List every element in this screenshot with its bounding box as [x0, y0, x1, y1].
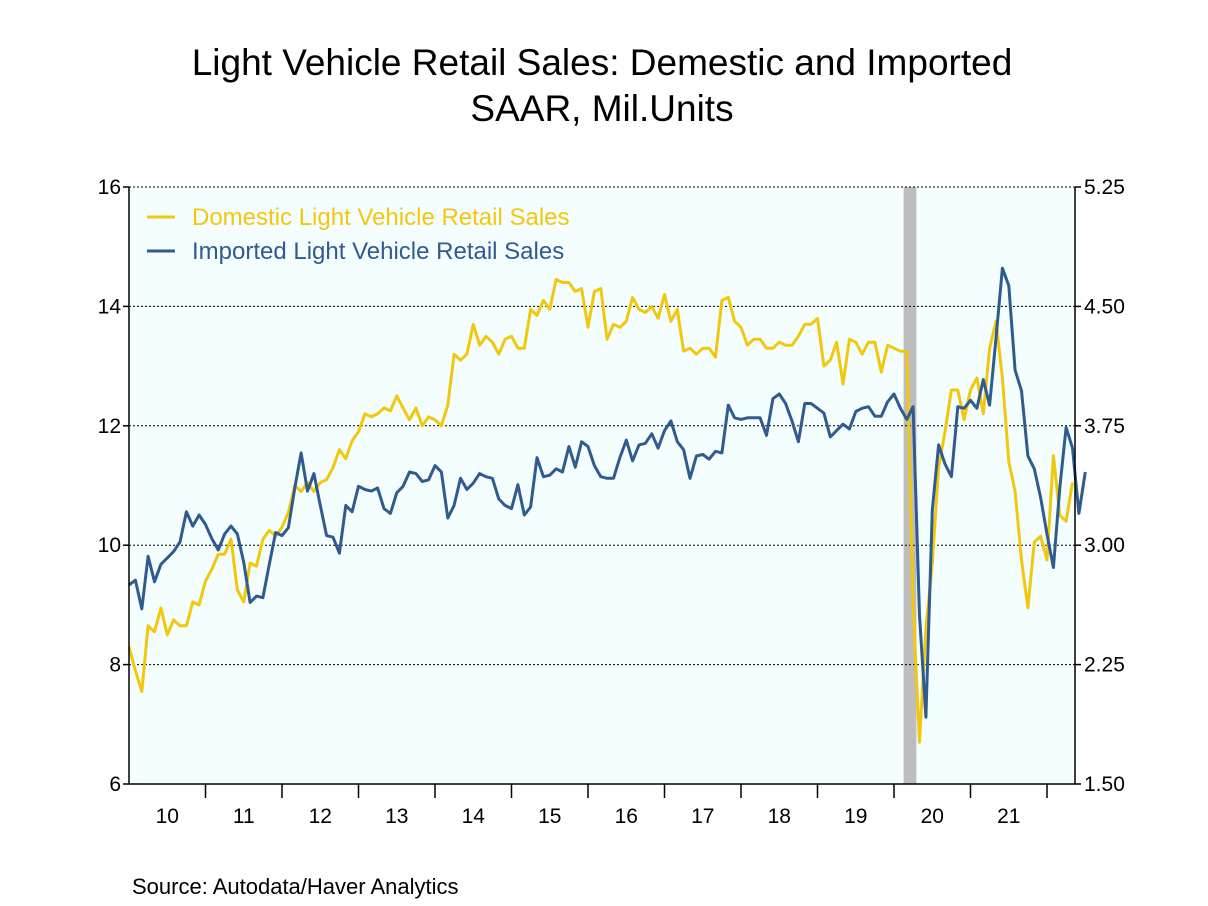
x-axis-tick-label: 17 [691, 805, 714, 828]
axes: 6 8 10 12 14 16 1.50 2.25 3.00 3.75 4.50 5.25 10 11 12… [98, 176, 1125, 828]
x-axis-tick-label: 11 [233, 805, 255, 828]
right-axis-tick-label: 3.75 [1084, 415, 1125, 438]
legend-label: Domestic Light Vehicle Retail Sales [192, 204, 570, 231]
x-axis-tick-label: 12 [309, 805, 332, 828]
x-axis-tick-label: 10 [156, 805, 179, 828]
series-lines [127, 266, 1087, 744]
right-axis-tick-label: 5.25 [1084, 176, 1125, 199]
domestic-sales-line [127, 278, 1074, 744]
right-axis-tick-label: 2.25 [1084, 654, 1125, 677]
source-note: Source: Autodata/Haver Analytics [132, 874, 459, 899]
x-axis-tick-label: 13 [385, 805, 408, 828]
legend-label: Imported Light Vehicle Retail Sales [192, 238, 564, 265]
x-axis-tick-label: 20 [921, 805, 944, 828]
right-axis-tick-label: 4.50 [1084, 295, 1125, 318]
x-axis-tick-label: 19 [844, 805, 867, 828]
chart-title: Light Vehicle Retail Sales: Demestic and… [192, 42, 1013, 83]
x-axis-tick-label: 18 [768, 805, 791, 828]
left-axis-tick-label: 6 [109, 773, 121, 796]
imported-sales-line [128, 266, 1087, 719]
legend: Domestic Light Vehicle Retail Sales Impor… [147, 204, 570, 265]
chart-subtitle: SAAR, Mil.Units [470, 88, 733, 129]
left-axis-tick-label: 16 [98, 176, 121, 199]
x-axis-tick-label: 15 [538, 805, 561, 828]
left-axis-tick-label: 12 [98, 415, 121, 438]
right-axis-tick-label: 1.50 [1084, 773, 1125, 796]
left-axis-tick-label: 10 [98, 534, 121, 557]
x-axis-tick-label: 14 [462, 805, 486, 828]
left-axis-tick-label: 8 [109, 654, 121, 677]
x-axis-tick-label: 21 [997, 805, 1020, 828]
plot-background [129, 187, 1075, 784]
right-axis-tick-label: 3.00 [1084, 534, 1125, 557]
x-axis-tick-label: 16 [615, 805, 638, 828]
left-axis-tick-label: 14 [98, 295, 122, 318]
